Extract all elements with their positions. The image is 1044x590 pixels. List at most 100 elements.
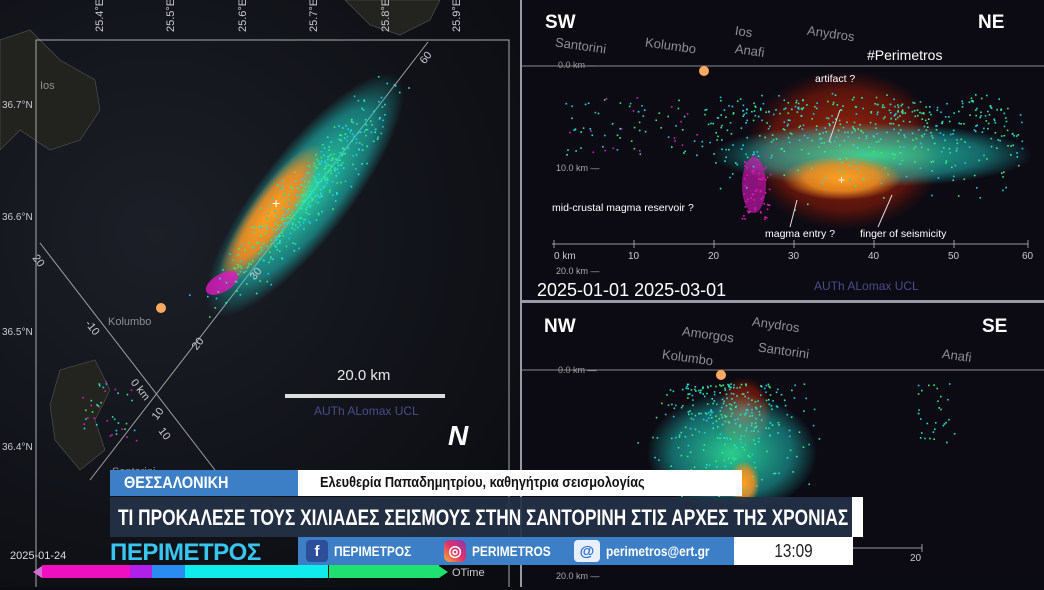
- earthquake-dot: [330, 141, 333, 143]
- earthquake-dot: [712, 122, 714, 125]
- earthquake-dot: [837, 129, 840, 132]
- earthquake-dot: [248, 263, 250, 265]
- earthquake-dot: [852, 127, 855, 130]
- earthquake-dot: [765, 391, 767, 394]
- earthquake-dot: [121, 428, 123, 430]
- earthquake-dot: [990, 106, 992, 109]
- direction-ne: NE: [978, 12, 1005, 33]
- earthquake-dot: [739, 413, 742, 416]
- earthquake-dot: [731, 173, 734, 175]
- earthquake-dot: [945, 421, 947, 424]
- earthquake-dot: [754, 208, 757, 211]
- earthquake-dot: [1007, 107, 1009, 110]
- earthquake-dot: [815, 128, 818, 131]
- earthquake-dot: [918, 409, 920, 411]
- earthquake-dot: [82, 396, 84, 399]
- earthquake-dot: [643, 109, 646, 111]
- earthquake-dot: [746, 167, 748, 169]
- lat-tick: 36.5°N: [2, 327, 33, 338]
- earthquake-dot: [960, 123, 962, 125]
- earthquake-dot: [589, 128, 592, 130]
- earthquake-dot: [787, 136, 790, 139]
- earthquake-dot: [952, 129, 955, 132]
- earthquake-dot: [715, 420, 718, 422]
- earthquake-dot: [115, 429, 118, 432]
- earthquake-dot: [126, 436, 128, 438]
- earthquake-dot: [303, 218, 305, 221]
- earthquake-dot: [612, 147, 615, 150]
- earthquake-dot: [920, 418, 922, 420]
- earthquake-dot: [849, 178, 851, 181]
- earthquake-dot: [837, 157, 840, 160]
- earthquake-dot: [755, 485, 758, 487]
- earthquake-dot: [239, 270, 242, 273]
- earthquake-dot: [330, 159, 332, 162]
- earthquake-dot: [715, 385, 717, 388]
- earthquake-dot: [727, 383, 729, 386]
- earthquake-dot: [783, 174, 786, 176]
- earthquake-dot: [746, 490, 749, 492]
- earthquake-dot: [753, 110, 756, 112]
- earthquake-dot: [754, 105, 756, 108]
- earthquake-dot: [295, 193, 298, 196]
- earthquake-dot: [719, 433, 722, 436]
- earthquake-dot: [721, 416, 723, 419]
- earthquake-dot: [919, 111, 921, 114]
- earthquake-dot: [766, 176, 769, 179]
- earthquake-dot: [923, 133, 926, 135]
- earthquake-dot: [757, 430, 759, 433]
- earthquake-dot: [288, 193, 290, 196]
- earthquake-dot: [1003, 112, 1006, 115]
- earthquake-dot: [296, 194, 298, 197]
- earthquake-dot: [272, 228, 274, 231]
- earthquake-dot: [771, 408, 773, 411]
- earthquake-dot: [324, 167, 327, 169]
- earthquake-dot: [926, 422, 929, 425]
- x-tick: 50: [948, 251, 960, 262]
- depth-label: 20.0 km —: [556, 571, 600, 581]
- earthquake-dot: [770, 405, 773, 407]
- earthquake-dot: [769, 173, 772, 176]
- earthquake-dot: [913, 109, 916, 112]
- earthquake-dot: [899, 146, 901, 148]
- earthquake-dot: [305, 198, 307, 201]
- earthquake-dot: [971, 100, 974, 102]
- earthquake-dot: [327, 136, 329, 138]
- earthquake-dot: [340, 164, 343, 166]
- earthquake-dot: [687, 397, 689, 399]
- earthquake-dot: [90, 399, 93, 402]
- earthquake-dot: [359, 131, 362, 134]
- earthquake-dot: [776, 406, 779, 408]
- earthquake-dot: [824, 150, 826, 153]
- earthquake-dot: [98, 383, 101, 385]
- earthquake-dot: [986, 158, 988, 160]
- earthquake-dot: [374, 131, 376, 134]
- earthquake-dot: [751, 170, 754, 172]
- earthquake-dot: [313, 162, 315, 164]
- earthquake-dot: [691, 413, 693, 415]
- earthquake-dot: [736, 387, 738, 389]
- timeline-segment: [185, 565, 328, 578]
- earthquake-dot: [361, 163, 363, 165]
- earthquake-dot: [683, 152, 685, 154]
- earthquake-dot: [748, 455, 751, 458]
- earthquake-dot: [309, 222, 311, 224]
- earthquake-dot: [903, 146, 905, 149]
- earthquake-dot: [378, 118, 381, 120]
- earthquake-dot: [1000, 109, 1002, 111]
- earthquake-dot: [997, 139, 999, 141]
- earthquake-dot: [236, 290, 238, 292]
- x-tick: 0 km: [554, 251, 576, 262]
- earthquake-dot: [875, 127, 877, 129]
- earthquake-dot: [687, 383, 690, 386]
- earthquake-dot: [716, 403, 718, 406]
- earthquake-dot: [771, 134, 774, 136]
- earthquake-dot: [931, 194, 933, 197]
- earthquake-dot: [238, 247, 240, 250]
- earthquake-dot: [730, 386, 732, 389]
- earthquake-dot: [741, 446, 744, 449]
- earthquake-dot: [765, 178, 767, 181]
- earthquake-dot: [269, 204, 271, 207]
- earthquake-dot: [267, 212, 270, 215]
- earthquake-dot: [296, 186, 299, 189]
